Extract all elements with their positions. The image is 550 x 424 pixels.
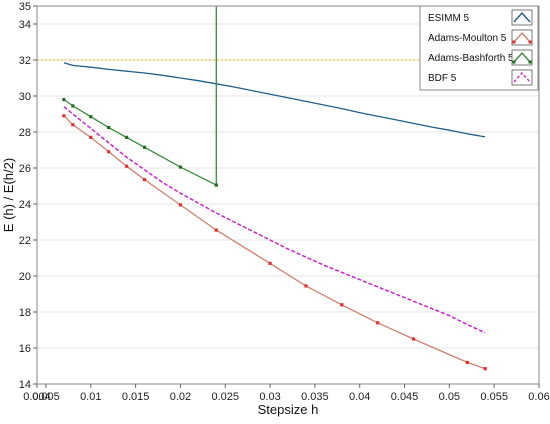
x-axis-label: Stepsize h [258, 402, 319, 417]
legend-swatch [511, 9, 533, 26]
data-point [178, 203, 183, 207]
x-tick-label: 0.005 [32, 391, 60, 403]
data-point [376, 321, 380, 325]
x-tick-label: 0.004 [23, 391, 51, 403]
legend-swatch-line [513, 31, 531, 43]
y-tick-label: 26 [19, 163, 31, 175]
x-tick-label: 0.05 [439, 391, 460, 403]
data-point [411, 337, 416, 341]
data-point [62, 114, 66, 118]
legend-swatch [511, 29, 533, 46]
y-axis-ticks: 14 16 18 20 22 24 26 28 30 32 34 35 [19, 1, 37, 391]
x-tick-label: 0.055 [480, 391, 508, 403]
legend-swatch-line [513, 71, 531, 83]
series-line [63, 106, 486, 334]
legend-swatch-marker [528, 40, 532, 44]
series-3 [63, 106, 486, 334]
legend-swatch-marker [512, 40, 516, 44]
data-point [483, 367, 487, 371]
data-point [107, 125, 111, 130]
x-tick-label: 0.045 [391, 391, 419, 403]
x-tick-label: 0.03 [259, 391, 280, 403]
legend: ESIMM 5 Adams-Moulton 5 Adams-Bashforth 5 B… [419, 5, 539, 91]
y-tick-label: 22 [19, 235, 31, 247]
legend-swatch [511, 49, 533, 66]
series-0 [63, 62, 486, 138]
legend-label: ESIMM 5 [428, 13, 470, 24]
y-tick-label: 32 [19, 55, 31, 67]
data-point [71, 104, 75, 108]
data-point [125, 135, 129, 139]
legend-swatch-marker [512, 60, 516, 64]
y-tick-label: 35 [19, 1, 31, 13]
data-point [268, 261, 272, 265]
y-tick-label: 24 [19, 199, 31, 211]
data-point [142, 145, 147, 149]
data-point [304, 284, 308, 288]
legend-swatch [511, 69, 533, 86]
x-tick-label: 0.01 [80, 391, 101, 403]
x-tick-label: 0.035 [301, 391, 329, 403]
data-point [178, 165, 183, 169]
series-1 [62, 114, 487, 371]
data-point [89, 115, 93, 119]
data-point [125, 164, 129, 168]
y-tick-label: 34 [19, 19, 31, 31]
data-point [465, 360, 469, 364]
x-tick-label: 0.04 [349, 391, 370, 403]
x-tick-label: 0.025 [211, 391, 239, 403]
data-point [142, 178, 147, 182]
plot-frame [36, 5, 540, 385]
legend-swatch-line [513, 11, 531, 23]
legend-label: Adams-Bashforth 5 [428, 53, 514, 64]
data-point [89, 135, 93, 139]
data-point [214, 183, 218, 187]
legend-swatch-marker [528, 60, 532, 64]
legend-label: BDF 5 [428, 73, 457, 84]
y-tick-label: 14 [19, 379, 31, 391]
y-axis-label: E (h) / E(h/2) [1, 158, 16, 232]
data-point [214, 228, 218, 232]
data-point [62, 98, 66, 102]
y-tick-label: 16 [19, 343, 31, 355]
x-tick-label: 0.02 [170, 391, 191, 403]
data-point [107, 150, 111, 154]
series-2 [62, 6, 218, 187]
data-point [340, 303, 344, 307]
y-tick-label: 18 [19, 307, 31, 319]
x-tick-label: 0.015 [122, 391, 150, 403]
series-layer [62, 6, 487, 371]
y-tick-label: 28 [19, 127, 31, 139]
x-tick-label: 0.06 [528, 391, 549, 403]
legend-swatch-line [513, 51, 531, 63]
legend-label: Adams-Moulton 5 [428, 33, 507, 44]
y-tick-label: 30 [19, 91, 31, 103]
data-point [71, 123, 75, 127]
y-tick-label: 20 [19, 271, 31, 283]
series-line [63, 62, 486, 138]
